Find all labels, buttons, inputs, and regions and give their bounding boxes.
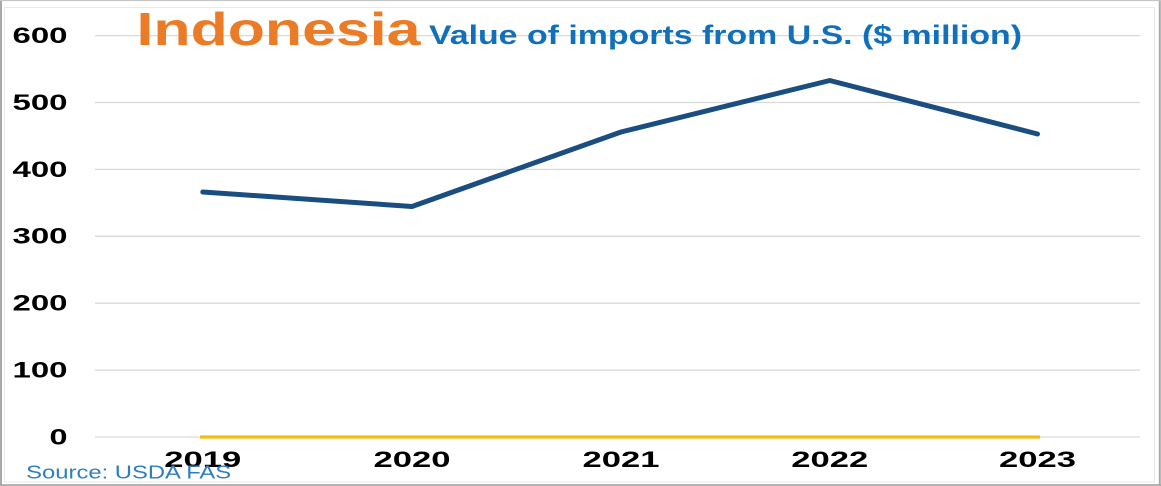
svg-text:200: 200 xyxy=(13,291,68,316)
svg-text:2019: 2019 xyxy=(164,447,241,472)
svg-text:100: 100 xyxy=(13,358,68,383)
svg-text:2022: 2022 xyxy=(791,447,868,472)
svg-text:400: 400 xyxy=(13,157,68,182)
svg-text:0: 0 xyxy=(50,424,68,449)
svg-text:Value of imports from U.S. ($: Value of imports from U.S. ($ million) xyxy=(429,20,1022,50)
svg-text:2021: 2021 xyxy=(583,447,660,472)
svg-text:Source: USDA FAS: Source: USDA FAS xyxy=(26,462,231,482)
svg-text:500: 500 xyxy=(13,90,68,115)
svg-text:300: 300 xyxy=(13,224,68,249)
svg-text:600: 600 xyxy=(13,23,68,48)
svg-text:2023: 2023 xyxy=(999,447,1076,472)
svg-text:Indonesia: Indonesia xyxy=(137,3,422,55)
svg-text:2020: 2020 xyxy=(374,447,451,472)
